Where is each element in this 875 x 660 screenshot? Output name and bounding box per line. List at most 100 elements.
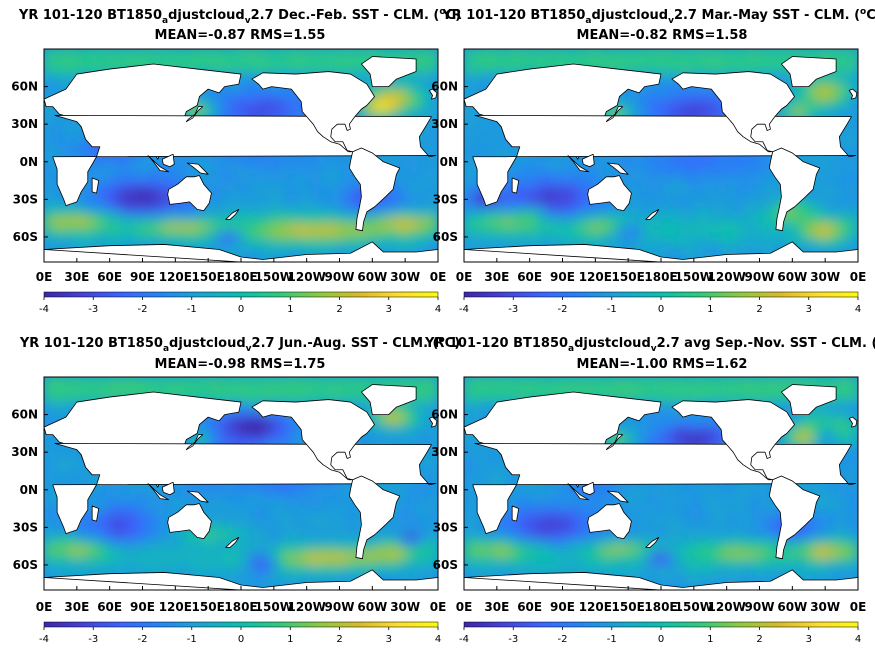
- grid-cell: [359, 377, 367, 384]
- grid-cell: [385, 105, 393, 112]
- grid-cell: [234, 199, 242, 206]
- grid-cell: [700, 180, 708, 187]
- grid-cell: [503, 193, 511, 200]
- grid-cell: [195, 230, 203, 237]
- grid-cell: [411, 408, 419, 415]
- grid-cell: [418, 99, 426, 106]
- grid-cell: [234, 186, 242, 193]
- grid-cell: [713, 243, 721, 250]
- grid-cell: [129, 218, 137, 225]
- grid-cell: [142, 180, 150, 187]
- grid-cell: [411, 402, 419, 409]
- grid-cell: [549, 49, 557, 56]
- grid-cell: [208, 105, 216, 112]
- grid-cell: [168, 224, 176, 231]
- grid-cell: [844, 186, 852, 193]
- colorbar-tick-label: 3: [386, 304, 392, 315]
- grid-cell: [234, 243, 242, 250]
- grid-cell: [208, 433, 216, 440]
- grid-cell: [155, 218, 163, 225]
- panel-mam: YR 101-120 BT1850adjustcloudv2.7 Mar.-Ma…: [431, 7, 875, 315]
- grid-cell: [851, 61, 859, 68]
- grid-cell: [241, 243, 249, 250]
- grid-cell: [667, 67, 675, 74]
- grid-cell: [57, 80, 65, 87]
- grid-cell: [555, 193, 563, 200]
- x-tick-label: 180E: [224, 270, 257, 284]
- grid-cell: [247, 55, 255, 62]
- grid-cell: [536, 168, 544, 175]
- grid-cell: [63, 395, 71, 402]
- grid-cell: [385, 427, 393, 434]
- grid-cell: [63, 205, 71, 212]
- grid-cell: [201, 105, 209, 112]
- grid-cell: [129, 161, 137, 168]
- grid-cell: [766, 174, 774, 181]
- grid-cell: [752, 55, 760, 62]
- grid-cell: [286, 180, 294, 187]
- grid-cell: [647, 105, 655, 112]
- grid-cell: [352, 236, 360, 243]
- grid-cell: [654, 168, 662, 175]
- grid-cell: [674, 199, 682, 206]
- grid-cell: [142, 230, 150, 237]
- grid-cell: [536, 218, 544, 225]
- grid-cell: [70, 452, 78, 459]
- grid-cell: [234, 99, 242, 106]
- grid-cell: [70, 49, 78, 56]
- grid-cell: [57, 211, 65, 218]
- grid-cell: [667, 161, 675, 168]
- grid-cell: [76, 61, 84, 68]
- grid-cell: [431, 136, 439, 143]
- grid-cell: [162, 230, 170, 237]
- grid-cell: [779, 230, 787, 237]
- grid-cell: [667, 99, 675, 106]
- grid-cell: [700, 174, 708, 181]
- grid-cell: [405, 105, 413, 112]
- grid-cell: [628, 174, 636, 181]
- grid-cell: [418, 92, 426, 99]
- grid-cell: [214, 236, 222, 243]
- x-tick-label: 180E: [644, 270, 677, 284]
- grid-cell: [812, 155, 820, 162]
- grid-cell: [267, 427, 275, 434]
- grid-cell: [647, 230, 655, 237]
- grid-cell: [838, 218, 846, 225]
- grid-cell: [241, 395, 249, 402]
- grid-cell: [464, 230, 472, 237]
- grid-cell: [536, 199, 544, 206]
- grid-cell: [851, 174, 859, 181]
- grid-cell: [549, 186, 557, 193]
- grid-cell: [181, 230, 189, 237]
- grid-cell: [116, 224, 124, 231]
- grid-cell: [109, 199, 117, 206]
- grid-cell: [227, 230, 235, 237]
- grid-cell: [615, 61, 623, 68]
- grid-cell: [273, 205, 281, 212]
- grid-cell: [667, 168, 675, 175]
- grid-cell: [523, 230, 531, 237]
- grid-cell: [483, 124, 491, 131]
- grid-cell: [831, 218, 839, 225]
- grid-cell: [621, 61, 629, 68]
- grid-cell: [549, 161, 557, 168]
- grid-cell: [149, 199, 157, 206]
- grid-cell: [63, 377, 71, 384]
- grid-cell: [273, 249, 281, 256]
- grid-cell: [398, 49, 406, 56]
- grid-cell: [674, 224, 682, 231]
- grid-cell: [470, 211, 478, 218]
- grid-cell: [700, 249, 708, 256]
- grid-cell: [713, 230, 721, 237]
- y-tick-label: 60S: [13, 230, 38, 244]
- grid-cell: [227, 161, 235, 168]
- grid-cell: [733, 218, 741, 225]
- grid-cell: [706, 199, 714, 206]
- grid-cell: [89, 55, 97, 62]
- grid-cell: [44, 218, 52, 225]
- grid-cell: [372, 427, 380, 434]
- grid-cell: [496, 149, 504, 156]
- grid-cell: [411, 180, 419, 187]
- grid-cell: [227, 61, 235, 68]
- grid-cell: [588, 55, 596, 62]
